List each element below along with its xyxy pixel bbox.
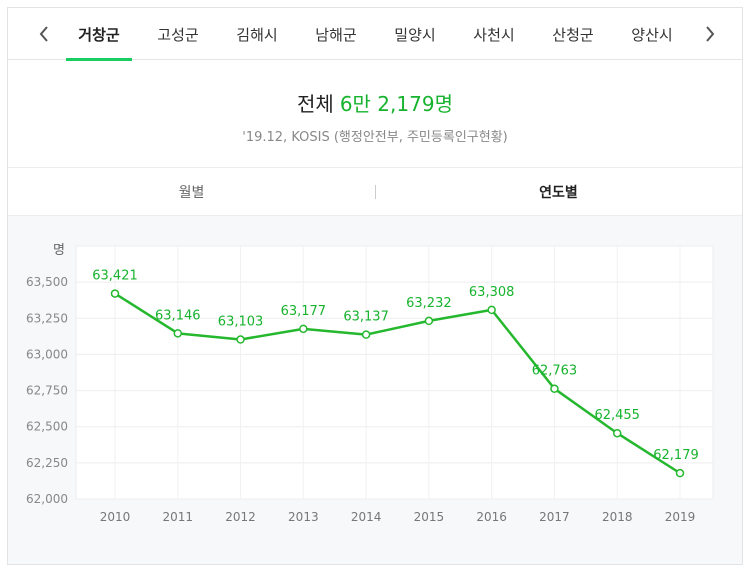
tab-label: 밀양시 [394, 25, 436, 44]
x-tick-label: 2017 [539, 510, 570, 524]
tab-5[interactable]: 밀양시 [382, 8, 448, 60]
y-tick-label: 62,250 [26, 456, 68, 470]
tab-4[interactable]: 남해군 [303, 8, 369, 60]
plot-area [75, 245, 714, 500]
population-line-chart: 62,000 62,250 62,500 62,750 63,000 63,250 63,5… [26, 243, 714, 524]
tab-label: 사천시 [473, 25, 515, 44]
x-tick-label: 2018 [602, 510, 633, 524]
total-label: 전체 [297, 92, 334, 116]
tab-1[interactable]: 거창군 [66, 8, 132, 61]
tab-3[interactable]: 김해시 [224, 8, 290, 60]
total-value: 6만 2,179명 [339, 92, 453, 116]
data-source: '19.12, KOSIS (행정안전부, 주민등록인구현황) [242, 130, 508, 145]
x-tick-label: 2015 [414, 510, 445, 524]
data-label: 63,421 [92, 269, 138, 284]
y-tick-label: 62,000 [26, 492, 68, 506]
x-tick-label: 2011 [163, 510, 194, 524]
tab-label: 산청군 [552, 25, 594, 44]
data-point [675, 468, 685, 478]
y-tick-label: 63,250 [26, 311, 68, 325]
chevron-left-icon [39, 26, 48, 42]
y-tick-label: 62,750 [26, 384, 68, 398]
x-tick-label: 2012 [225, 510, 256, 524]
tab-label: 김해시 [236, 25, 278, 44]
data-point [612, 428, 622, 438]
period-divider [375, 185, 376, 199]
data-label: 62,455 [594, 408, 640, 423]
tab-6[interactable]: 사천시 [461, 8, 527, 60]
active-tab-underline [66, 58, 132, 61]
data-label: 63,146 [155, 308, 201, 323]
data-point [361, 330, 371, 339]
y-tick-label: 63,000 [26, 347, 68, 361]
tab-label: 거창군 [78, 25, 120, 44]
next-tabs-button[interactable] [690, 8, 730, 60]
y-axis-label: 명 [53, 243, 65, 258]
x-tick-label: 2013 [288, 510, 319, 524]
data-point [236, 335, 245, 344]
data-point [487, 305, 496, 315]
data-label: 63,137 [343, 310, 389, 325]
monthly-tab[interactable]: 월별 [178, 184, 205, 201]
tab-8[interactable]: 양산시 [619, 8, 685, 60]
period-toggle: 월별 연도별 [8, 167, 742, 215]
tab-7[interactable]: 산청군 [540, 8, 606, 60]
x-tick-label: 2016 [476, 510, 507, 524]
tab-label: 고성군 [157, 25, 199, 44]
tab-label: 양산시 [631, 25, 673, 44]
data-point [550, 384, 559, 393]
data-point [173, 329, 183, 338]
data-point [110, 289, 120, 298]
tab-2[interactable]: 고성군 [145, 8, 211, 60]
series-line [114, 292, 681, 475]
chevron-right-icon [706, 26, 715, 42]
yearly-tab[interactable]: 연도별 [539, 184, 578, 201]
data-label: 63,308 [469, 285, 515, 300]
region-tab-bar: 거창군 고성군 김해시 남해군 밀양시 사천시 산청군 양산시 [8, 8, 742, 61]
data-point [424, 316, 434, 326]
tab-label: 남해군 [315, 25, 357, 44]
x-tick-label: 2010 [100, 510, 131, 524]
total-population: 전체 6만 2,179명 [8, 88, 742, 117]
population-card: 거창군 고성군 김해시 남해군 밀양시 사천시 산청군 양산시 전체 6만 2,179명 '19… [7, 7, 743, 565]
y-tick-label: 63,500 [26, 275, 68, 289]
x-tick-label: 2019 [665, 510, 696, 524]
population-summary: 전체 6만 2,179명 '19.12, KOSIS (행정안전부, 주민등록인구… [8, 60, 742, 168]
data-point [299, 324, 308, 334]
prev-tabs-button[interactable] [24, 8, 64, 60]
x-tick-label: 2014 [351, 510, 382, 524]
data-label: 63,103 [218, 315, 264, 330]
data-label: 62,763 [532, 364, 578, 379]
chart-panel: 62,000 62,250 62,500 62,750 63,000 63,250 63,5… [8, 215, 742, 564]
data-label: 63,177 [281, 304, 327, 319]
data-label: 63,232 [406, 296, 452, 311]
y-tick-label: 62,500 [26, 420, 68, 434]
data-label: 62,179 [653, 448, 699, 463]
